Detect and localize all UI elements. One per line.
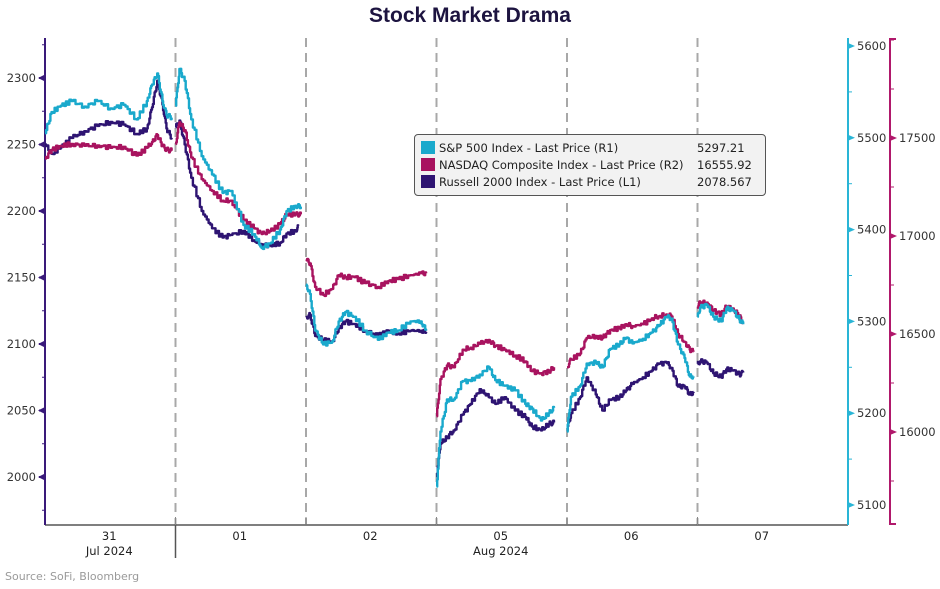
- legend: S&P 500 Index - Last Price (R1) 5297.21 …: [414, 134, 766, 196]
- r2-tick-marker: [890, 233, 897, 239]
- r1-tick-label: 5600: [857, 39, 886, 53]
- sp500-line-day-2: [305, 283, 428, 347]
- left-tick-label: 2100: [7, 337, 36, 351]
- legend-label: Russell 2000 Index - Last Price (L1): [439, 174, 641, 189]
- gridlines: [174, 38, 699, 525]
- legend-label: NASDAQ Composite Index - Last Price (R2): [439, 157, 684, 172]
- r2-tick-marker: [890, 135, 897, 141]
- left-tick-marker: [38, 208, 44, 214]
- r1-tick-marker: [848, 318, 855, 325]
- sp500-line-day-3: [436, 365, 556, 488]
- nasdaq-line-day-0: [44, 133, 173, 160]
- left-tick-marker: [38, 141, 44, 148]
- left-tick-label: 2050: [7, 404, 36, 418]
- nasdaq-line-day-3: [436, 338, 556, 418]
- r2-tick-label: 16500: [899, 327, 936, 341]
- r1-tick-marker: [848, 226, 855, 233]
- left-tick-label: 2000: [7, 470, 36, 484]
- r1-tick-label: 5300: [857, 314, 886, 328]
- legend-item-russell: Russell 2000 Index - Last Price (L1) 207…: [421, 173, 759, 190]
- chart-title: Stock Market Drama: [369, 4, 571, 27]
- russell-line-day-1: [175, 119, 300, 249]
- left-tick-label: 2250: [7, 138, 36, 152]
- nasdaq-line-day-4: [566, 312, 695, 369]
- legend-value: 5297.21: [697, 140, 745, 155]
- sp500-line-day-4: [566, 314, 695, 433]
- r1-tick-marker: [848, 410, 855, 417]
- russell-line-day-2: [305, 311, 428, 344]
- russell-line-day-4: [566, 360, 695, 432]
- left-tick-marker: [38, 474, 44, 480]
- r1-tick-label: 5400: [857, 223, 886, 237]
- sp500-line-day-0: [44, 72, 173, 135]
- left-tick-marker: [38, 274, 44, 281]
- r2-tick-label: 17500: [899, 131, 936, 145]
- x-group-label: Jul 2024: [85, 544, 133, 558]
- r1-tick-label: 5200: [857, 406, 886, 420]
- legend-value: 2078.567: [697, 174, 752, 189]
- nasdaq-line-day-1: [175, 121, 302, 236]
- legend-item-nasdaq: NASDAQ Composite Index - Last Price (R2)…: [421, 156, 759, 173]
- r2-tick-marker: [890, 331, 897, 337]
- left-tick-label: 2300: [7, 71, 36, 85]
- r1-tick-marker: [848, 502, 855, 508]
- legend-swatch-russell: [421, 175, 435, 188]
- x-tick-label: 31: [102, 529, 117, 543]
- r2-tick-marker: [890, 429, 897, 435]
- left-tick-label: 2150: [7, 271, 36, 285]
- r1-tick-marker: [848, 134, 855, 141]
- r1-tick-marker: [848, 43, 855, 49]
- legend-value: 16555.92: [697, 157, 752, 172]
- nasdaq-line-day-2: [305, 257, 428, 298]
- chart: 31 01 02 05 06 07 Jul 2024 Aug 2024 2000 2050 2100…: [7, 38, 936, 558]
- x-tick-label: 05: [493, 529, 508, 543]
- source-note: Source: SoFi, Bloomberg: [5, 570, 140, 583]
- sp500-line-day-1: [175, 67, 302, 251]
- left-tick-marker: [38, 75, 44, 81]
- sp500-line-day-5: [696, 302, 745, 325]
- series-lines: [44, 67, 745, 488]
- x-tick-label: 02: [363, 529, 378, 543]
- x-tick-label: 01: [232, 529, 247, 543]
- left-tick-marker: [38, 407, 44, 414]
- left-tick-marker: [38, 341, 44, 347]
- legend-swatch-nasdaq: [421, 158, 435, 171]
- left-tick-label: 2200: [7, 204, 36, 218]
- x-group-label: Aug 2024: [473, 544, 528, 558]
- russell-line-day-3: [436, 388, 556, 479]
- r2-tick-label: 17000: [899, 229, 936, 243]
- legend-label: S&P 500 Index - Last Price (R1): [439, 140, 619, 155]
- russell-line-day-5: [696, 358, 745, 379]
- x-tick-label: 06: [624, 529, 639, 543]
- r1-tick-label: 5500: [857, 131, 886, 145]
- legend-item-sp500: S&P 500 Index - Last Price (R1) 5297.21: [421, 139, 759, 156]
- r1-tick-label: 5100: [857, 498, 886, 512]
- x-tick-label: 07: [754, 529, 769, 543]
- r2-tick-label: 16000: [899, 425, 936, 439]
- axes: 31 01 02 05 06 07 Jul 2024 Aug 2024 2000 2050 2100…: [7, 38, 936, 558]
- legend-swatch-sp500: [421, 141, 435, 154]
